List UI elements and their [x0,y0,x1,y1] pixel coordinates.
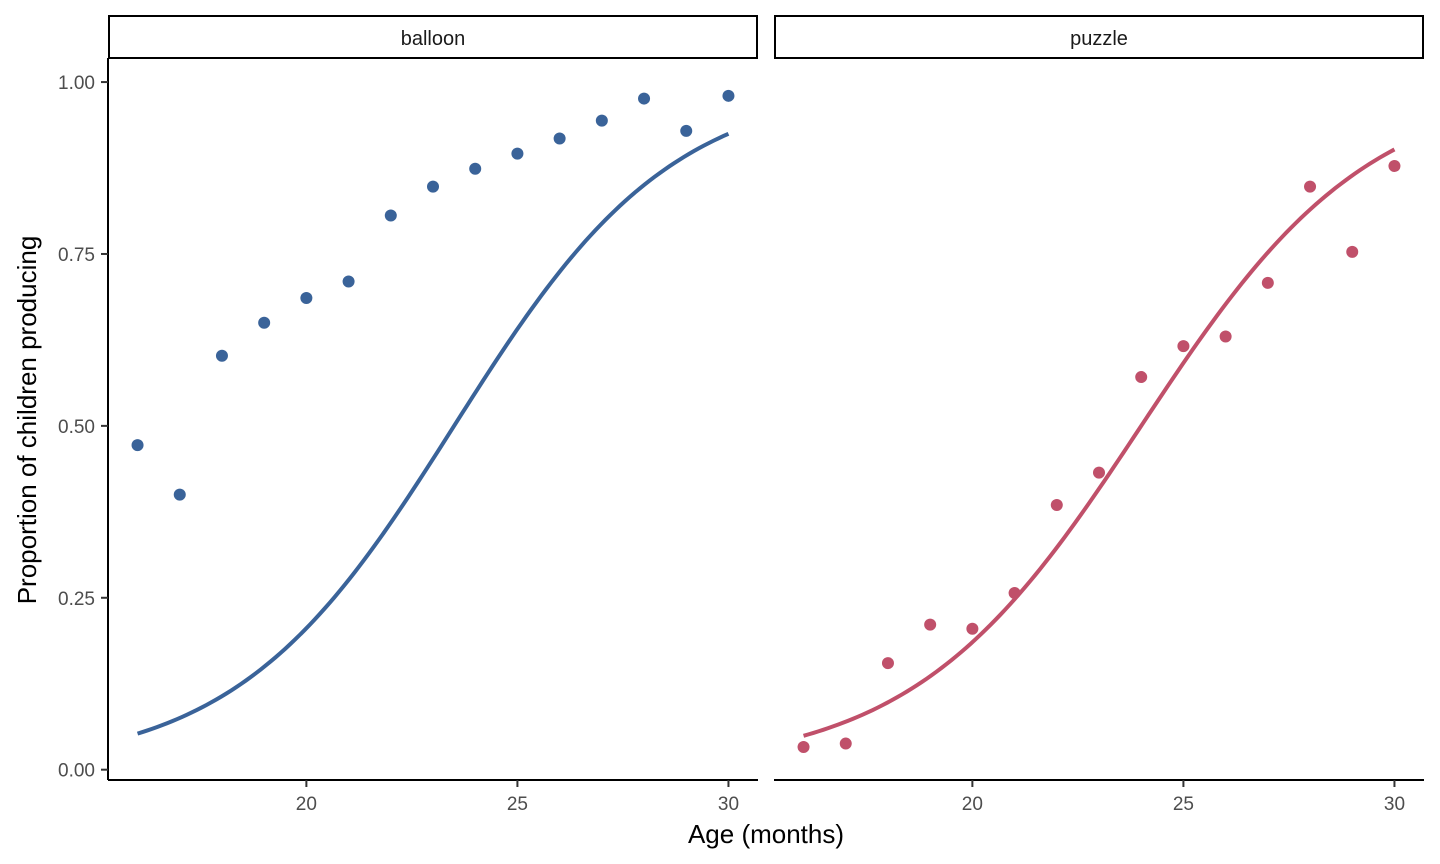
x-tick-label: 20 [962,794,983,815]
strip-box-balloon [108,15,758,59]
data-point-balloon [680,124,693,137]
data-point-puzzle [1135,371,1148,384]
data-point-puzzle [924,618,937,631]
data-point-balloon [722,89,735,102]
data-point-puzzle [1388,159,1401,172]
data-point-balloon [342,275,355,288]
fit-curve-puzzle [802,147,1396,738]
data-point-balloon [511,147,524,160]
data-point-puzzle [1346,245,1359,258]
data-point-puzzle [1304,180,1317,193]
data-point-balloon [215,349,228,362]
data-point-puzzle [1219,330,1232,343]
strip-box-puzzle [774,15,1424,59]
x-tick-label: 25 [507,794,528,815]
facet-panels: balloon 20 25 30 0.00 0.25 0.50 0.75 1.00 puzzle 2… [58,15,1424,815]
y-tick-label: 0.00 [58,761,95,782]
data-point-balloon [131,439,144,452]
data-point-puzzle [1261,276,1274,289]
data-point-balloon [638,92,651,105]
data-point-puzzle [839,737,852,750]
data-point-puzzle [1177,340,1190,353]
facet-balloon: balloon 20 25 30 0.00 0.25 0.50 0.75 1.00 [58,15,758,815]
data-point-balloon [384,209,397,222]
x-tick-label: 25 [1173,794,1194,815]
data-point-balloon [173,488,186,501]
data-point-balloon [553,132,566,145]
x-tick-label: 30 [718,794,739,815]
data-point-puzzle [1093,466,1105,479]
y-axis-title: Proportion of children producing [12,236,42,605]
y-tick-label: 0.75 [58,245,95,266]
data-point-puzzle [966,622,979,635]
fit-curve-balloon [136,131,730,736]
y-tick-label: 1.00 [58,73,95,94]
data-point-puzzle [797,740,810,753]
data-point-puzzle [881,657,894,670]
data-point-balloon [300,291,313,304]
x-axis-title: Age (months) [688,819,844,849]
data-point-balloon [595,114,608,127]
strip-label-puzzle: puzzle [1070,28,1128,50]
data-point-balloon [258,316,271,329]
data-point-balloon [427,180,439,193]
x-tick-label: 20 [296,794,317,815]
y-tick-label: 0.25 [58,589,95,610]
y-tick-label: 0.50 [58,417,95,438]
data-point-puzzle [1050,498,1063,511]
strip-label-balloon: balloon [401,28,466,50]
data-point-puzzle [1008,586,1021,599]
x-tick-label: 30 [1384,794,1405,815]
data-point-balloon [469,162,482,175]
facet-puzzle: puzzle 20 25 30 [774,15,1424,815]
